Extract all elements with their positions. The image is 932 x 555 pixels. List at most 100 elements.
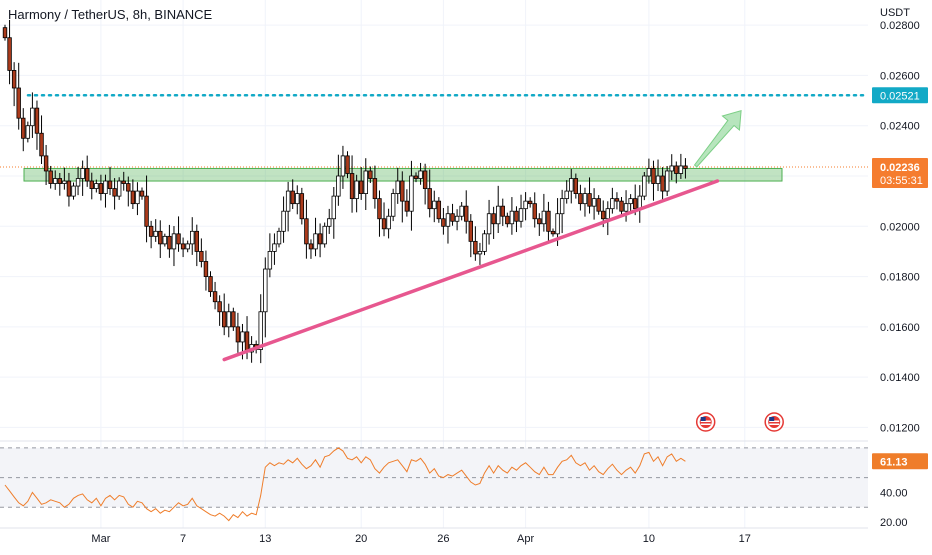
candle[interactable] xyxy=(523,200,528,210)
candle[interactable] xyxy=(267,251,273,270)
candle[interactable] xyxy=(304,218,309,245)
candle[interactable] xyxy=(235,326,241,343)
candle[interactable] xyxy=(614,198,620,202)
candle[interactable] xyxy=(486,213,492,235)
candle[interactable] xyxy=(148,225,154,237)
candle[interactable] xyxy=(605,208,610,220)
candle[interactable] xyxy=(107,180,113,189)
candle[interactable] xyxy=(500,205,505,217)
candle[interactable] xyxy=(564,190,569,200)
candle[interactable] xyxy=(354,180,359,200)
candle[interactable] xyxy=(190,230,195,245)
candle[interactable] xyxy=(441,218,446,227)
candle[interactable] xyxy=(390,193,396,217)
candle[interactable] xyxy=(400,180,405,202)
candle[interactable] xyxy=(377,198,382,220)
candle[interactable] xyxy=(436,200,442,220)
candle[interactable] xyxy=(459,205,464,217)
candle[interactable] xyxy=(454,215,460,222)
candle[interactable] xyxy=(53,178,58,184)
candle[interactable] xyxy=(537,218,542,225)
candle[interactable] xyxy=(518,208,524,222)
candle[interactable] xyxy=(231,311,236,328)
candle[interactable] xyxy=(139,190,145,197)
candle[interactable] xyxy=(381,218,387,230)
candle[interactable] xyxy=(240,331,245,343)
candle[interactable] xyxy=(162,235,168,245)
candle[interactable] xyxy=(532,203,537,220)
candle[interactable] xyxy=(327,218,332,227)
candle[interactable] xyxy=(116,180,122,197)
candle[interactable] xyxy=(34,107,40,134)
candle[interactable] xyxy=(94,183,99,189)
candle[interactable] xyxy=(16,87,21,119)
candle[interactable] xyxy=(331,195,336,220)
candle[interactable] xyxy=(25,125,31,139)
candle[interactable] xyxy=(418,170,423,179)
candle[interactable] xyxy=(30,107,35,127)
candle[interactable] xyxy=(317,233,323,245)
candle[interactable] xyxy=(98,183,104,195)
candle[interactable] xyxy=(295,193,300,205)
candle[interactable] xyxy=(432,200,437,210)
candle[interactable] xyxy=(71,185,76,197)
candle[interactable] xyxy=(39,132,44,157)
candle[interactable] xyxy=(664,170,670,192)
candle[interactable] xyxy=(290,190,295,205)
candle[interactable] xyxy=(7,37,12,71)
candle[interactable] xyxy=(203,261,209,277)
rsi-line[interactable] xyxy=(4,447,686,522)
candle[interactable] xyxy=(368,170,373,179)
candle[interactable] xyxy=(363,170,368,195)
candle[interactable] xyxy=(226,311,231,328)
candle[interactable] xyxy=(322,225,327,245)
candle[interactable] xyxy=(281,210,286,232)
candle[interactable] xyxy=(103,180,108,194)
candle[interactable] xyxy=(135,190,140,205)
candle[interactable] xyxy=(171,233,177,250)
candle[interactable] xyxy=(555,213,560,235)
candle[interactable] xyxy=(62,180,67,184)
candle[interactable] xyxy=(299,193,305,220)
candle[interactable] xyxy=(258,311,263,350)
candle[interactable] xyxy=(591,198,597,207)
candle[interactable] xyxy=(482,233,487,252)
candle[interactable] xyxy=(199,251,204,262)
candle[interactable] xyxy=(212,291,218,303)
candle[interactable] xyxy=(313,233,318,250)
candle[interactable] xyxy=(610,198,615,210)
candle[interactable] xyxy=(651,168,656,184)
candle[interactable] xyxy=(285,190,291,212)
candle[interactable] xyxy=(308,243,314,250)
candle[interactable] xyxy=(153,230,158,237)
candle[interactable] xyxy=(637,195,642,210)
candle[interactable] xyxy=(386,215,391,230)
candle[interactable] xyxy=(276,230,282,245)
candle[interactable] xyxy=(427,188,432,210)
candle[interactable] xyxy=(345,155,350,174)
candle[interactable] xyxy=(422,170,428,189)
candle[interactable] xyxy=(491,213,496,225)
candle[interactable] xyxy=(130,190,136,205)
candle[interactable] xyxy=(2,27,8,39)
projection-arrow[interactable] xyxy=(693,109,742,168)
candle[interactable] xyxy=(546,210,551,232)
candle[interactable] xyxy=(194,230,199,252)
candle[interactable] xyxy=(628,198,633,205)
candle[interactable] xyxy=(336,175,341,197)
candle[interactable] xyxy=(582,193,588,205)
candle[interactable] xyxy=(601,210,606,220)
candle[interactable] xyxy=(80,168,85,179)
candle[interactable] xyxy=(445,213,451,227)
candle[interactable] xyxy=(144,195,149,227)
candle[interactable] xyxy=(358,180,364,194)
candle[interactable] xyxy=(450,213,455,222)
candle[interactable] xyxy=(587,193,592,207)
candle[interactable] xyxy=(395,180,400,194)
candle[interactable] xyxy=(655,175,661,184)
candle[interactable] xyxy=(57,178,62,184)
candle[interactable] xyxy=(473,240,478,255)
candle[interactable] xyxy=(578,193,583,205)
candle[interactable] xyxy=(263,268,268,313)
